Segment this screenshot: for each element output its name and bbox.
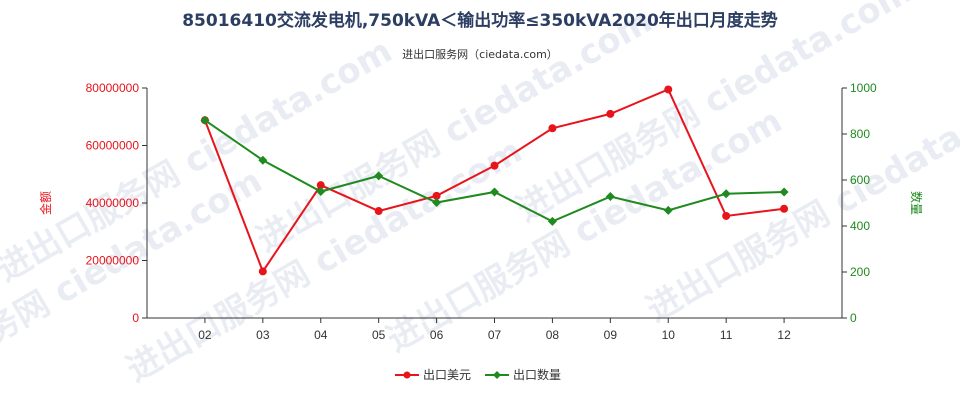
y-left-tick-label: 80000000 [86,81,140,95]
x-tick-label: 02 [198,328,212,342]
chart-subtitle: 进出口服务网（ciedata.com） [402,47,558,61]
data-point [605,192,615,202]
y-left-tick-label: 20000000 [86,254,140,268]
legend-marker [493,371,501,379]
y-right-tick-label: 0 [850,311,857,325]
x-tick-label: 07 [488,328,502,342]
y-left-axis-label: 金额 [38,191,53,215]
legend-label: 出口美元 [423,368,471,382]
y-right-tick-label: 400 [850,219,870,233]
data-point [316,181,325,190]
data-point [432,191,441,200]
y-right-tick-label: 200 [850,265,870,279]
series-1 [200,85,789,276]
x-tick-label: 11 [720,328,733,342]
x-tick-label: 09 [604,328,618,342]
y-right-tick-label: 600 [850,173,870,187]
y-right-tick-label: 1000 [850,81,877,95]
data-point [548,124,557,133]
data-point [258,155,268,165]
legend-marker [403,371,411,379]
tick-labels: 0 20000000 40000000 60000000 80000000 0 200 400… [86,81,877,342]
data-point [722,211,731,220]
data-point [490,187,499,197]
x-tick-label: 03 [256,328,270,342]
data-point [490,161,499,170]
y-right-tick-label: 800 [850,127,870,141]
data-point [316,187,326,196]
data-point [547,216,557,226]
y-left-tick-label: 40000000 [86,196,140,210]
legend: 出口美元 出口数量 [395,367,561,382]
x-tick-label: 05 [372,328,386,342]
series-layer [200,85,789,276]
x-tick-label: 12 [777,328,791,342]
legend-item: 出口数量 [485,367,561,382]
y-left-tick-label: 60000000 [86,139,140,153]
x-tick-label: 04 [314,328,328,342]
data-point [606,109,615,118]
chart-title: 85016410交流发电机,750kVA＜输出功率≤350kVA2020年出口月… [182,10,778,31]
series-2 [200,115,789,226]
data-point [200,115,210,125]
x-tick-label: 06 [430,328,444,342]
data-point [374,171,384,181]
data-point [780,204,789,213]
legend-label: 出口数量 [513,367,561,382]
data-point [664,85,673,94]
x-tick-label: 10 [662,328,676,342]
data-point [779,187,789,197]
data-point [721,189,731,199]
x-tick-label: 08 [546,328,560,342]
y-right-axis-label: 数量 [909,191,924,215]
y-left-tick-label: 0 [132,311,139,325]
data-point [374,207,383,216]
data-point [258,267,267,276]
axes [142,87,847,323]
data-point [432,198,442,208]
legend-item: 出口美元 [395,368,471,382]
data-point [663,205,673,215]
